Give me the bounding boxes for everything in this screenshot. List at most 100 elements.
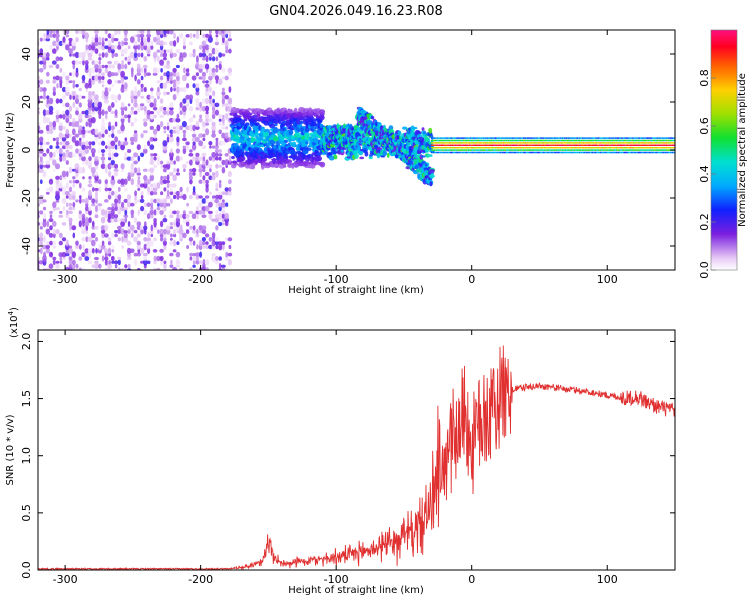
spectrogram-cell <box>454 137 457 139</box>
spectrogram-cell <box>113 260 119 265</box>
spectrogram-cell <box>225 49 229 54</box>
spectrogram-cell <box>117 206 122 211</box>
spectrogram-cell <box>65 30 70 35</box>
spectrogram-cell <box>74 51 80 59</box>
spectrogram-cell <box>124 106 128 112</box>
spectrogram-cell <box>218 61 222 65</box>
spectrogram-cell <box>192 191 196 196</box>
spectrogram-cell <box>69 72 72 76</box>
spectrogram-cell <box>447 151 449 154</box>
spectrogram-cell <box>198 179 203 184</box>
spectrogram-cell <box>195 91 200 96</box>
spectrogram-cell <box>98 179 102 185</box>
spectrogram-cell <box>81 144 86 151</box>
spectrogram-cell <box>156 80 161 84</box>
spectrogram-cell <box>172 249 177 253</box>
spectrogram-cell <box>466 137 468 139</box>
spectrogram-cell <box>65 34 70 38</box>
spectrogram-cell <box>205 87 209 92</box>
spectrogram-cell <box>172 130 177 134</box>
spectrogram-cell <box>439 139 442 142</box>
spectrogram-cell <box>111 84 115 88</box>
spectrogram-cell <box>456 144 459 146</box>
spectrogram-cell <box>39 260 44 265</box>
spectrogram-cell <box>45 141 50 145</box>
spectrogram-cell <box>111 245 115 249</box>
spectrogram-cell <box>169 214 174 219</box>
spectrogram-cell <box>443 139 445 142</box>
spectrogram-cell <box>313 137 318 144</box>
spectrogram-cell <box>153 218 157 223</box>
spectrogram-cell <box>221 53 226 57</box>
spectrogram-cell <box>195 32 200 40</box>
spectrogram-cell <box>456 149 459 151</box>
spectrogram-cell <box>101 40 105 47</box>
spectrogram-cell <box>202 80 206 84</box>
spectrogram-cell <box>55 260 60 264</box>
spectrogram-cell <box>137 178 141 185</box>
spectrogram-cell <box>107 212 112 220</box>
spectrogram-cell <box>143 209 148 216</box>
spectrogram-cell <box>444 139 446 142</box>
spectrogram-cell <box>438 139 441 142</box>
spectrogram-cell <box>198 260 203 265</box>
spectrogram-cell <box>52 76 56 80</box>
spectrogram-cell <box>78 87 82 92</box>
spectrogram-cell <box>110 110 116 115</box>
spectrogram-cell <box>48 232 54 238</box>
spectrogram-cell <box>59 210 63 214</box>
spectrogram-cell <box>117 256 122 261</box>
spectrogram-cell <box>92 220 95 227</box>
spectrogram-cell <box>185 141 190 146</box>
spectrogram-cell <box>146 202 151 207</box>
spectrogram-cell <box>124 47 128 55</box>
spectrogram-cell <box>140 228 145 235</box>
spectrogram-cell <box>61 145 67 150</box>
spectrogram-cell <box>450 139 452 142</box>
spectrogram-cell <box>165 202 171 207</box>
spectrogram-cell <box>159 228 164 235</box>
spectrogram-cell <box>94 133 99 138</box>
spectrogram-cell <box>157 55 160 63</box>
spectrogram-cell <box>48 125 54 131</box>
spectrogram-cell <box>292 155 296 161</box>
spectrogram-cell <box>127 174 131 182</box>
spectrogram-cell <box>196 55 199 63</box>
spectrogram-cell <box>146 109 151 116</box>
spectrogram-cell <box>450 142 452 144</box>
spectrogram-cell <box>146 191 151 196</box>
spectrogram-cell <box>160 163 164 169</box>
spectrogram-cell <box>440 144 443 146</box>
spectrogram-cell <box>130 229 135 234</box>
spectrogram-cell <box>134 97 138 105</box>
spectrogram-cell <box>55 37 60 43</box>
spectrogram-cell <box>433 139 436 142</box>
spectrogram-cell <box>160 191 164 196</box>
spectrogram-cell <box>108 151 112 158</box>
spectrogram-cell <box>65 239 69 247</box>
spectrogram-cell <box>458 137 461 139</box>
spectrogram-cell <box>376 152 381 159</box>
spectrogram-cell <box>49 44 53 50</box>
spectrogram-cell <box>449 137 451 139</box>
spectrogram-cell <box>211 105 216 112</box>
spectrogram-cell <box>433 147 436 149</box>
spectrogram-cell <box>169 72 174 77</box>
spectrogram-cell <box>55 263 60 270</box>
spectrogram-cell <box>170 148 173 154</box>
spectrogram-cell <box>117 259 121 266</box>
spectrogram-cell <box>227 97 233 105</box>
spectrogram-cell <box>458 149 461 151</box>
spectrogram-cell <box>340 149 344 153</box>
spectrogram-cell <box>88 209 92 216</box>
spectrogram-cell <box>127 149 132 153</box>
spectrogram-cell <box>84 114 90 119</box>
spectrogram-cell <box>432 139 434 142</box>
spectrogram-cell <box>126 247 132 254</box>
spectrogram-cell <box>188 175 193 180</box>
spectrogram-cell <box>149 183 154 188</box>
spectrogram-cell <box>49 240 53 246</box>
spectrogram-cell <box>221 122 225 126</box>
spectrogram-cell <box>87 57 93 61</box>
spectrogram-cell <box>117 267 121 270</box>
